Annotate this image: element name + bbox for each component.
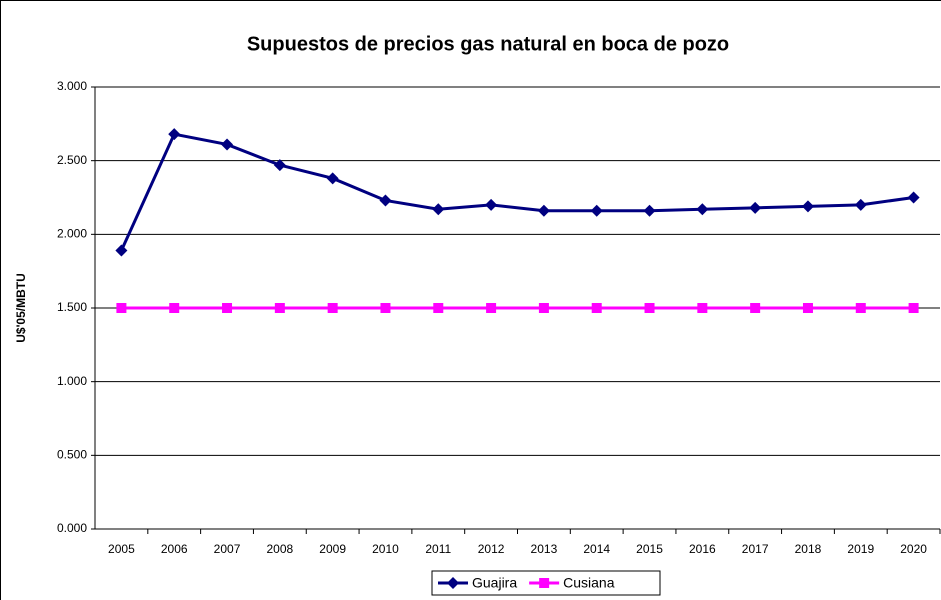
point bbox=[696, 203, 709, 216]
y-tick-label: 3.000 bbox=[57, 79, 87, 93]
x-tick-label: 2013 bbox=[531, 542, 558, 556]
y-tick-label: 2.000 bbox=[57, 227, 87, 241]
point bbox=[169, 303, 180, 313]
point bbox=[116, 303, 127, 313]
point bbox=[855, 303, 866, 313]
x-tick-label: 2015 bbox=[636, 542, 663, 556]
point bbox=[115, 244, 128, 257]
y-axis-label: U$'05/MBTU bbox=[14, 273, 28, 343]
point bbox=[644, 303, 655, 313]
x-tick-label: 2006 bbox=[161, 542, 188, 556]
x-tick-label: 2018 bbox=[795, 542, 822, 556]
x-tick-label: 2017 bbox=[742, 542, 769, 556]
point bbox=[222, 303, 233, 313]
point bbox=[327, 303, 338, 313]
point bbox=[591, 303, 602, 313]
point bbox=[801, 200, 814, 213]
series-line bbox=[120, 132, 914, 252]
x-tick-label: 2019 bbox=[847, 542, 874, 556]
point bbox=[643, 204, 656, 217]
y-tick-label: 0.500 bbox=[57, 448, 87, 462]
point bbox=[907, 191, 920, 204]
legend-label: Guajira bbox=[472, 575, 517, 591]
point bbox=[854, 198, 867, 211]
point bbox=[168, 128, 181, 141]
x-tick-label: 2009 bbox=[319, 542, 346, 556]
point bbox=[749, 201, 762, 214]
x-tick-label: 2011 bbox=[425, 542, 451, 556]
point bbox=[380, 303, 391, 313]
point bbox=[486, 303, 497, 313]
y-tick-label: 2.500 bbox=[57, 153, 87, 167]
x-tick-label: 2012 bbox=[478, 542, 505, 556]
point bbox=[379, 194, 392, 207]
point bbox=[802, 303, 813, 313]
y-tick-label: 1.500 bbox=[57, 300, 87, 314]
legend-marker bbox=[447, 577, 459, 589]
point bbox=[538, 303, 549, 313]
x-tick-label: 2020 bbox=[900, 542, 927, 556]
x-tick-label: 2007 bbox=[214, 542, 241, 556]
point bbox=[750, 303, 761, 313]
point bbox=[485, 198, 498, 211]
legend-marker bbox=[539, 578, 550, 588]
point bbox=[697, 303, 708, 313]
point bbox=[273, 159, 286, 172]
point bbox=[537, 204, 550, 217]
x-tick-label: 2014 bbox=[583, 542, 610, 556]
y-tick-label: 1.000 bbox=[57, 374, 87, 388]
x-tick-label: 2016 bbox=[689, 542, 716, 556]
point bbox=[908, 303, 919, 313]
point bbox=[326, 172, 339, 185]
y-tick-label: 0.000 bbox=[57, 521, 87, 535]
point bbox=[221, 138, 234, 151]
x-tick-label: 2008 bbox=[266, 542, 293, 556]
chart-title: Supuestos de precios gas natural en boca… bbox=[247, 33, 729, 55]
legend-label: Cusiana bbox=[563, 575, 615, 591]
x-tick-label: 2005 bbox=[108, 542, 135, 556]
x-tick-label: 2010 bbox=[372, 542, 399, 556]
point bbox=[432, 203, 445, 216]
point bbox=[590, 204, 603, 217]
point bbox=[433, 303, 444, 313]
point bbox=[274, 303, 285, 313]
